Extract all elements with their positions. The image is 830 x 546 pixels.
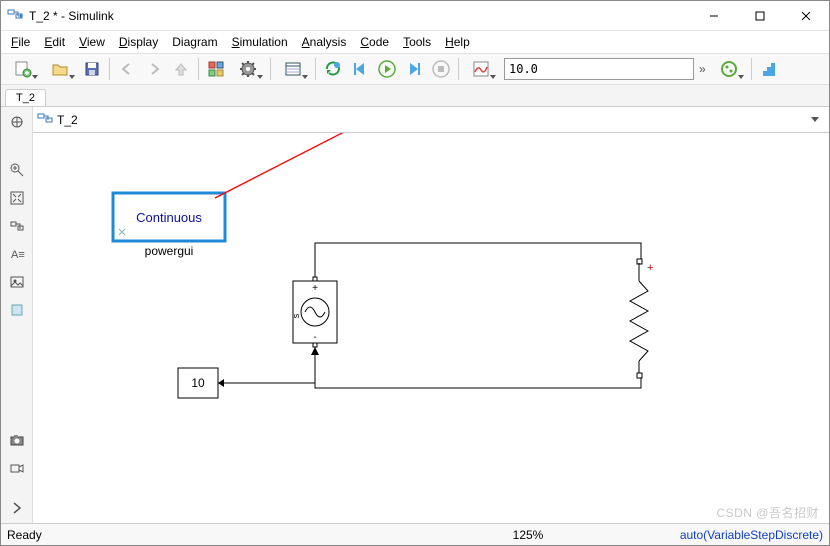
svg-text:powergui: powergui <box>145 244 194 258</box>
screenshot-icon[interactable] <box>6 429 28 451</box>
menu-view[interactable]: View <box>73 33 111 51</box>
toggle-perspectives-icon[interactable] <box>6 215 28 237</box>
build-button[interactable] <box>756 56 782 82</box>
image-icon[interactable] <box>6 271 28 293</box>
tab-strip: T_2 <box>1 85 829 107</box>
toolbar: 10.0 » <box>1 53 829 85</box>
run-button[interactable] <box>374 56 400 82</box>
minimize-button[interactable] <box>691 1 737 31</box>
step-forward-button[interactable] <box>401 56 427 82</box>
statusbar: Ready 125% auto(VariableStepDiscrete) <box>1 523 829 545</box>
main: T_2 Continuous powergui + - s 10 + <box>33 107 829 523</box>
breadcrumb-model[interactable]: T_2 <box>57 113 811 127</box>
titlebar: T_2 * - Simulink <box>1 1 829 31</box>
svg-text:s: s <box>291 313 301 318</box>
close-button[interactable] <box>783 1 829 31</box>
menu-simulation[interactable]: Simulation <box>226 33 294 51</box>
status-solver: auto(VariableStepDiscrete) <box>603 528 823 542</box>
menu-file[interactable]: File <box>5 33 36 51</box>
menubar: FileEditViewDisplayDiagramSimulationAnal… <box>1 31 829 53</box>
menu-edit[interactable]: Edit <box>38 33 71 51</box>
svg-text:10: 10 <box>191 376 205 390</box>
step-back-button[interactable] <box>347 56 373 82</box>
forward-button[interactable] <box>141 56 167 82</box>
sim-time-input[interactable]: 10.0 <box>504 58 694 80</box>
simulink-icon <box>7 6 23 25</box>
window-title: T_2 * - Simulink <box>29 9 691 23</box>
menu-tools[interactable]: Tools <box>397 33 437 51</box>
fit-view-icon[interactable] <box>6 187 28 209</box>
model-explorer-button[interactable] <box>275 56 311 82</box>
menu-code[interactable]: Code <box>354 33 395 51</box>
svg-text:+: + <box>312 283 318 294</box>
svg-text:A≡: A≡ <box>11 249 25 261</box>
annotation-icon[interactable]: A≡ <box>6 243 28 265</box>
new-model-button[interactable] <box>5 56 41 82</box>
open-button[interactable] <box>42 56 78 82</box>
app-window: T_2 * - Simulink FileEditViewDisplayDiag… <box>0 0 830 546</box>
sim-mode-label: » <box>699 62 706 76</box>
menu-analysis[interactable]: Analysis <box>296 33 353 51</box>
update-diagram-button[interactable] <box>320 56 346 82</box>
library-browser-button[interactable] <box>203 56 229 82</box>
chevron-right-icon[interactable] <box>6 497 28 519</box>
up-button[interactable] <box>168 56 194 82</box>
palette: A≡ <box>1 107 33 523</box>
model-icon <box>37 110 53 129</box>
data-inspector-button[interactable] <box>463 56 499 82</box>
save-button[interactable] <box>79 56 105 82</box>
menu-help[interactable]: Help <box>439 33 476 51</box>
svg-text:Continuous: Continuous <box>136 210 202 225</box>
explorer-toggle-icon[interactable] <box>6 111 28 133</box>
maximize-button[interactable] <box>737 1 783 31</box>
back-button[interactable] <box>114 56 140 82</box>
model-tab[interactable]: T_2 <box>5 89 46 106</box>
breadcrumb-dropdown-icon[interactable] <box>811 117 819 122</box>
svg-text:-: - <box>313 332 316 343</box>
record-icon[interactable] <box>6 457 28 479</box>
canvas[interactable]: Continuous powergui + - s 10 + <box>33 133 829 523</box>
area-icon[interactable] <box>6 299 28 321</box>
menu-display[interactable]: Display <box>113 33 164 51</box>
body: A≡ T_2 Continuous powergui + - s 10 + <box>1 107 829 523</box>
status-ready: Ready <box>7 528 453 542</box>
status-zoom: 125% <box>453 528 603 542</box>
fast-restart-button[interactable] <box>711 56 747 82</box>
svg-text:+: + <box>647 262 653 274</box>
menu-diagram[interactable]: Diagram <box>166 33 223 51</box>
breadcrumb: T_2 <box>33 107 829 133</box>
stop-button[interactable] <box>428 56 454 82</box>
model-config-button[interactable] <box>230 56 266 82</box>
zoom-icon[interactable] <box>6 159 28 181</box>
